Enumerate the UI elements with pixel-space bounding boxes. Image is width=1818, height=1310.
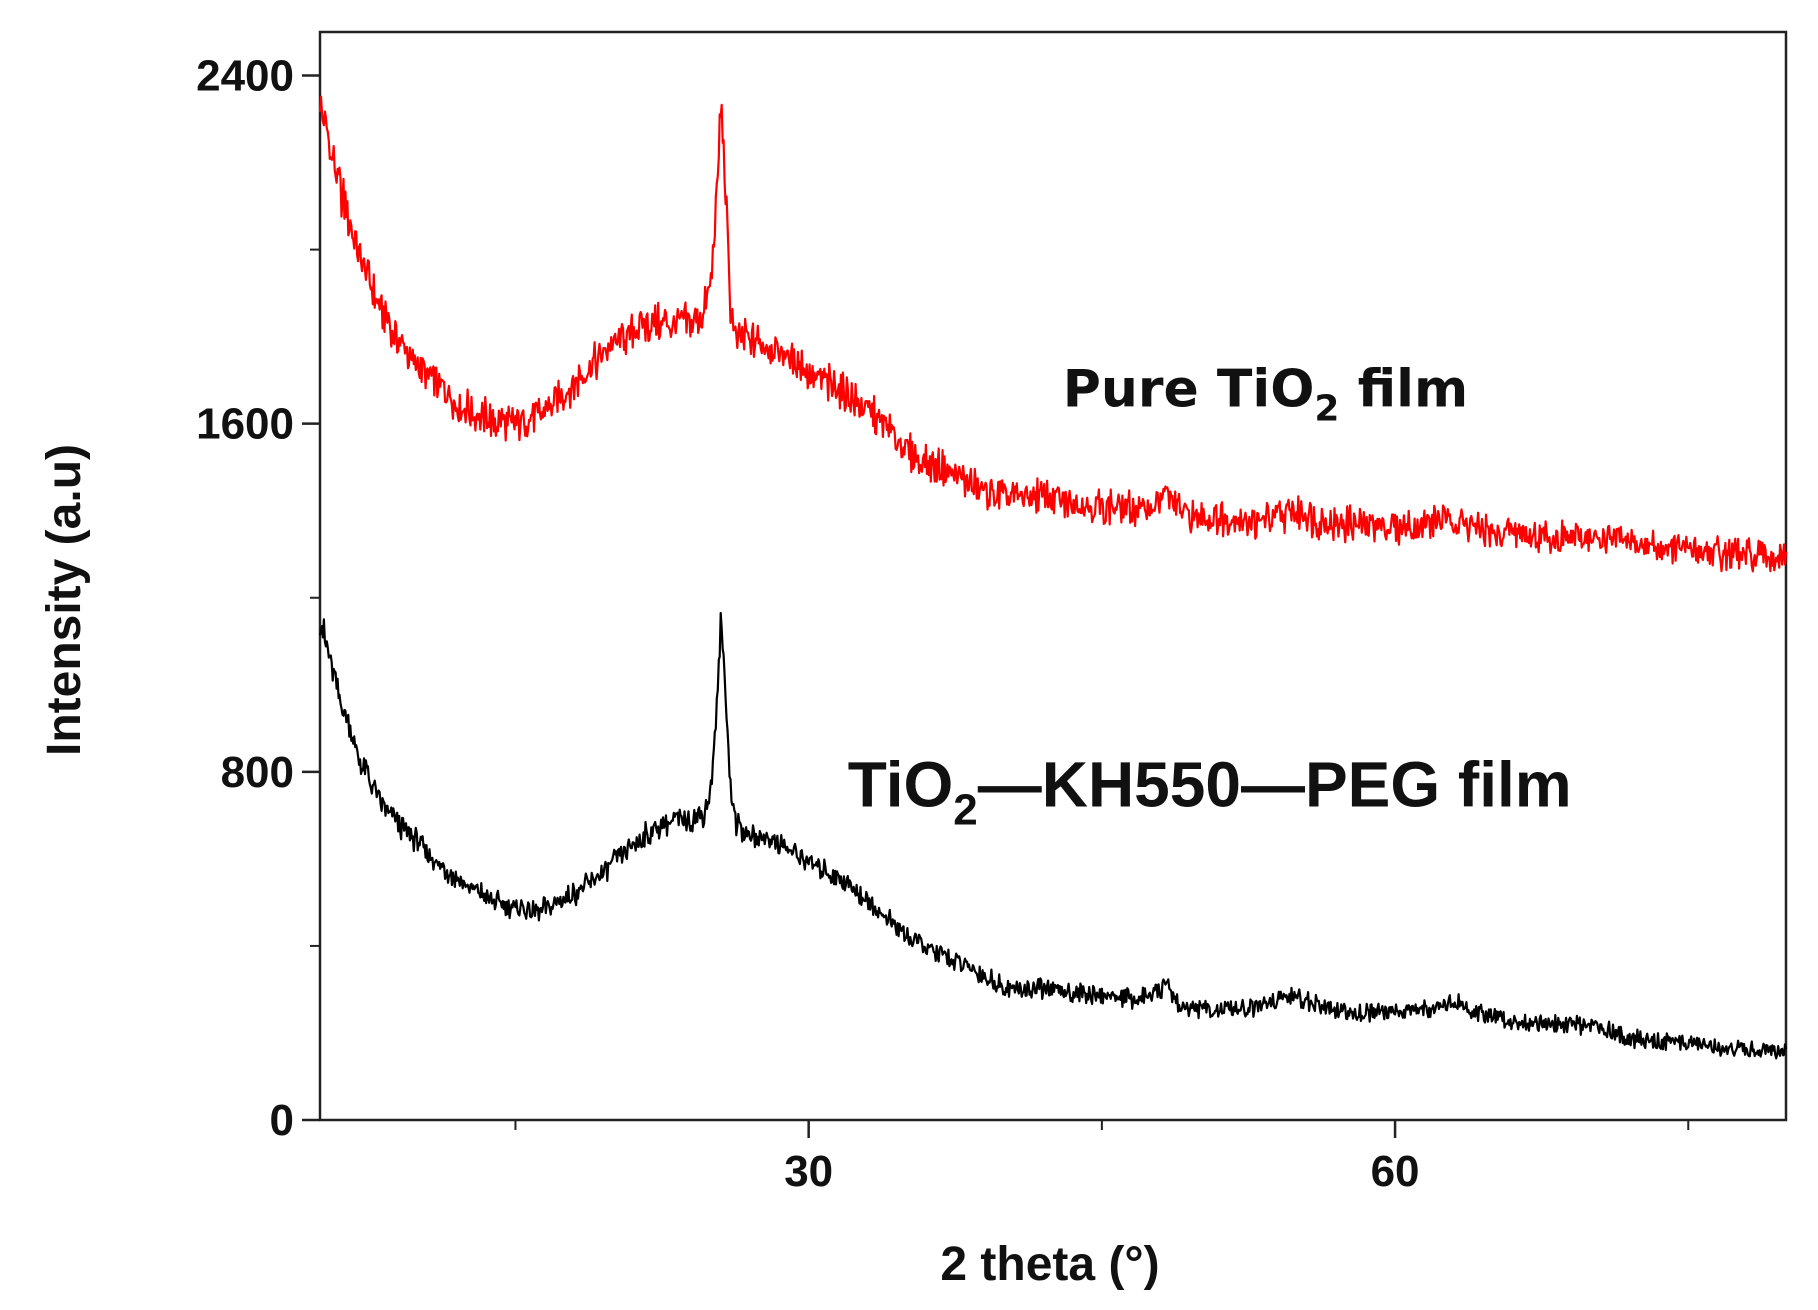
series-group [318,95,1788,1060]
annotation-comp-subscript: 2 [953,786,977,835]
y-tick-label: 2400 [196,52,294,101]
y-tick-label: 1600 [196,400,294,449]
plot-frame [318,30,1788,1122]
series-line-pure-tio2 [318,95,1788,573]
annotation-pure-text-a: Pure TiO [1063,359,1315,419]
y-axis-ticks: 0 800 1600 2400 [196,52,320,1145]
annotation-comp-text-b: —KH550—PEG film [978,749,1572,821]
y-tick-label: 800 [221,748,294,797]
x-tick-label: 30 [784,1147,833,1196]
x-axis-title: 2 theta (°) [940,1238,1159,1291]
annotation-pure-text-b: film [1339,359,1468,419]
annotation-comp-text-a: TiO [848,749,954,821]
annotation-pure-tio2: Pure TiO2 film [1063,359,1468,429]
series-line-tio2-kh550-peg [318,611,1788,1060]
x-axis-ticks: 30 60 [514,1120,1690,1196]
y-axis-title: Intensity (a.u) [38,444,91,756]
x-tick-label: 60 [1371,1147,1420,1196]
y-tick-label: 0 [270,1096,294,1145]
annotation-pure-subscript: 2 [1314,388,1339,429]
annotation-composite: TiO2—KH550—PEG film [848,749,1572,835]
